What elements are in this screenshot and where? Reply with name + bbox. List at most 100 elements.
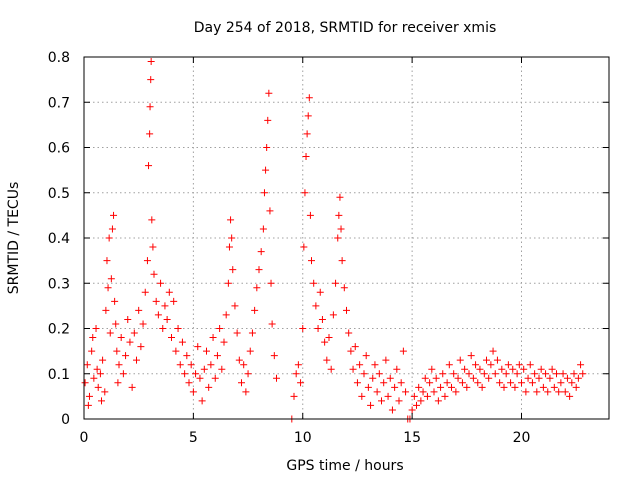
data-points — [81, 58, 587, 423]
data-point — [168, 334, 175, 342]
data-point — [306, 211, 314, 219]
data-point — [476, 365, 484, 373]
data-point — [93, 365, 101, 373]
data-point — [467, 352, 475, 360]
data-point — [265, 89, 273, 97]
data-point — [520, 365, 528, 373]
data-point — [128, 383, 136, 391]
data-point — [334, 234, 342, 242]
data-point — [94, 383, 102, 391]
data-point — [458, 379, 466, 387]
x-tick-label: 20 — [513, 430, 531, 446]
data-point — [332, 279, 340, 287]
y-tick-label: 0.2 — [48, 322, 70, 338]
data-point — [122, 352, 130, 360]
data-point — [557, 379, 565, 387]
data-point — [566, 392, 574, 400]
data-point — [290, 392, 298, 400]
data-point — [198, 397, 206, 405]
data-point — [491, 370, 499, 378]
data-point — [415, 383, 423, 391]
data-point — [229, 266, 237, 274]
data-point — [539, 383, 547, 391]
data-point — [364, 383, 372, 391]
x-tick-label: 10 — [294, 430, 312, 446]
data-point — [192, 370, 200, 378]
data-point — [263, 144, 271, 151]
data-point — [463, 383, 471, 391]
data-point — [88, 347, 96, 355]
data-point — [143, 257, 151, 265]
data-point — [259, 225, 267, 233]
data-point — [469, 374, 477, 382]
data-point — [224, 279, 232, 287]
data-point — [375, 370, 383, 378]
data-point — [242, 388, 250, 396]
data-point — [101, 388, 109, 396]
data-point — [437, 383, 445, 391]
data-point — [325, 334, 333, 342]
x-tick-label: 0 — [80, 430, 89, 446]
data-point — [308, 257, 315, 265]
data-point — [483, 356, 490, 364]
data-point — [211, 374, 219, 382]
data-point — [388, 406, 396, 414]
data-point — [238, 379, 245, 387]
data-point — [408, 406, 416, 414]
data-point — [570, 370, 578, 378]
data-point — [450, 370, 458, 378]
data-point — [189, 388, 197, 396]
data-point — [273, 374, 280, 382]
data-point — [316, 288, 324, 296]
data-point — [323, 356, 331, 364]
data-point — [353, 379, 361, 387]
data-point — [555, 388, 563, 396]
data-point — [161, 302, 169, 310]
y-tick-label: 0.5 — [48, 186, 70, 202]
data-point — [367, 401, 375, 409]
data-point — [99, 356, 107, 364]
data-point — [502, 370, 510, 378]
data-point — [216, 325, 224, 332]
data-point — [194, 343, 202, 351]
data-point — [228, 234, 236, 242]
data-point — [513, 370, 521, 378]
data-point — [550, 383, 558, 391]
data-point — [465, 370, 473, 378]
data-point — [314, 325, 322, 332]
data-point — [318, 315, 326, 323]
data-point — [518, 379, 525, 387]
data-point — [542, 370, 550, 378]
data-point — [337, 225, 345, 233]
data-point — [533, 388, 541, 396]
y-axis-label: SRMTID / TECUs — [6, 182, 22, 295]
data-point — [105, 234, 113, 242]
data-point — [251, 306, 259, 314]
data-point — [103, 257, 111, 265]
data-point — [301, 189, 309, 197]
data-point — [577, 361, 585, 369]
data-point — [222, 311, 230, 319]
data-point — [432, 374, 440, 382]
data-point — [84, 401, 92, 409]
data-point — [478, 383, 486, 391]
data-point — [312, 302, 320, 310]
data-point — [172, 347, 180, 355]
data-point — [356, 361, 364, 369]
data-point — [83, 361, 91, 369]
data-point — [220, 338, 228, 346]
axis-ticks: 0 5 10 15 20 0 0.1 0.2 0.3 0.4 0.5 0.6 0.7 0.8 — [48, 50, 609, 446]
data-point — [114, 379, 122, 387]
data-point — [454, 374, 462, 382]
data-point — [349, 365, 357, 373]
data-point — [137, 343, 145, 351]
data-point — [544, 388, 552, 396]
data-point — [147, 58, 155, 66]
data-point — [92, 325, 100, 332]
data-point — [456, 356, 464, 364]
data-point — [535, 374, 543, 382]
y-tick-label: 0.7 — [48, 95, 70, 111]
y-tick-label: 0 — [61, 412, 70, 428]
data-point — [231, 302, 239, 310]
